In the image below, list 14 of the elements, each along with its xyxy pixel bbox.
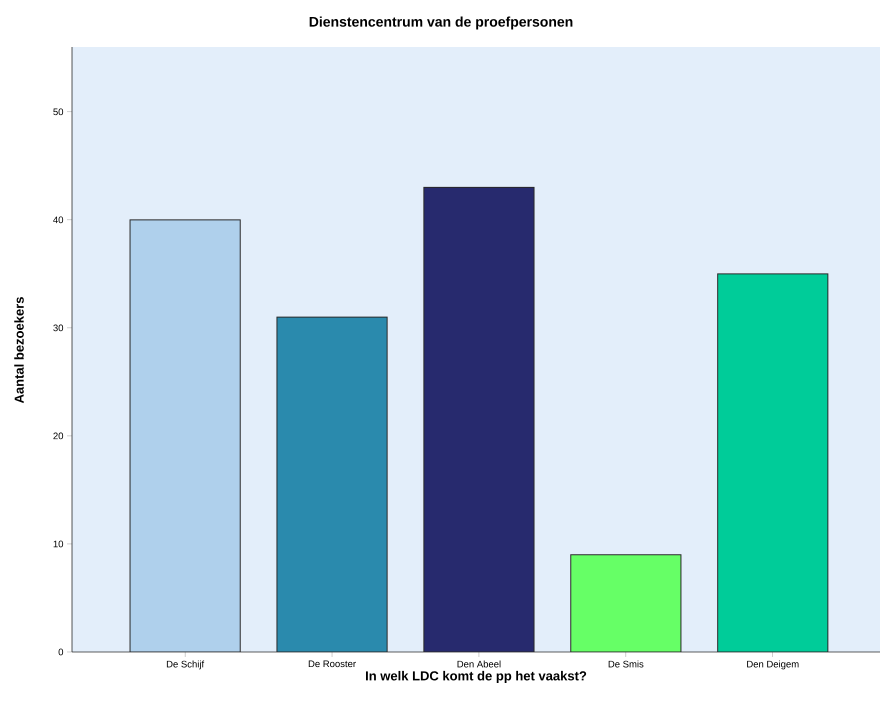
y-tick-label: 20 bbox=[53, 432, 64, 440]
y-tick-label: 50 bbox=[53, 108, 64, 116]
x-axis-title: In welk LDC komt de pp het vaakst? bbox=[366, 670, 586, 684]
y-tick-label: 0 bbox=[58, 648, 64, 656]
x-tick-label: De Rooster bbox=[308, 660, 356, 668]
x-tick-label: Den Abeel bbox=[458, 660, 500, 668]
x-tick-label: De Schijf bbox=[166, 660, 204, 670]
y-tick-label: 30 bbox=[53, 324, 64, 332]
x-tick-label: Den Deigem bbox=[747, 660, 799, 670]
y-axis-title: Aantal bezoekers bbox=[14, 297, 24, 404]
chart-title: Dienstencentrum van de proefpersonen bbox=[310, 16, 572, 30]
y-tick-label: 10 bbox=[54, 540, 64, 548]
x-tick-label: De Smis bbox=[608, 660, 644, 668]
y-tick-label: 40 bbox=[53, 216, 64, 224]
